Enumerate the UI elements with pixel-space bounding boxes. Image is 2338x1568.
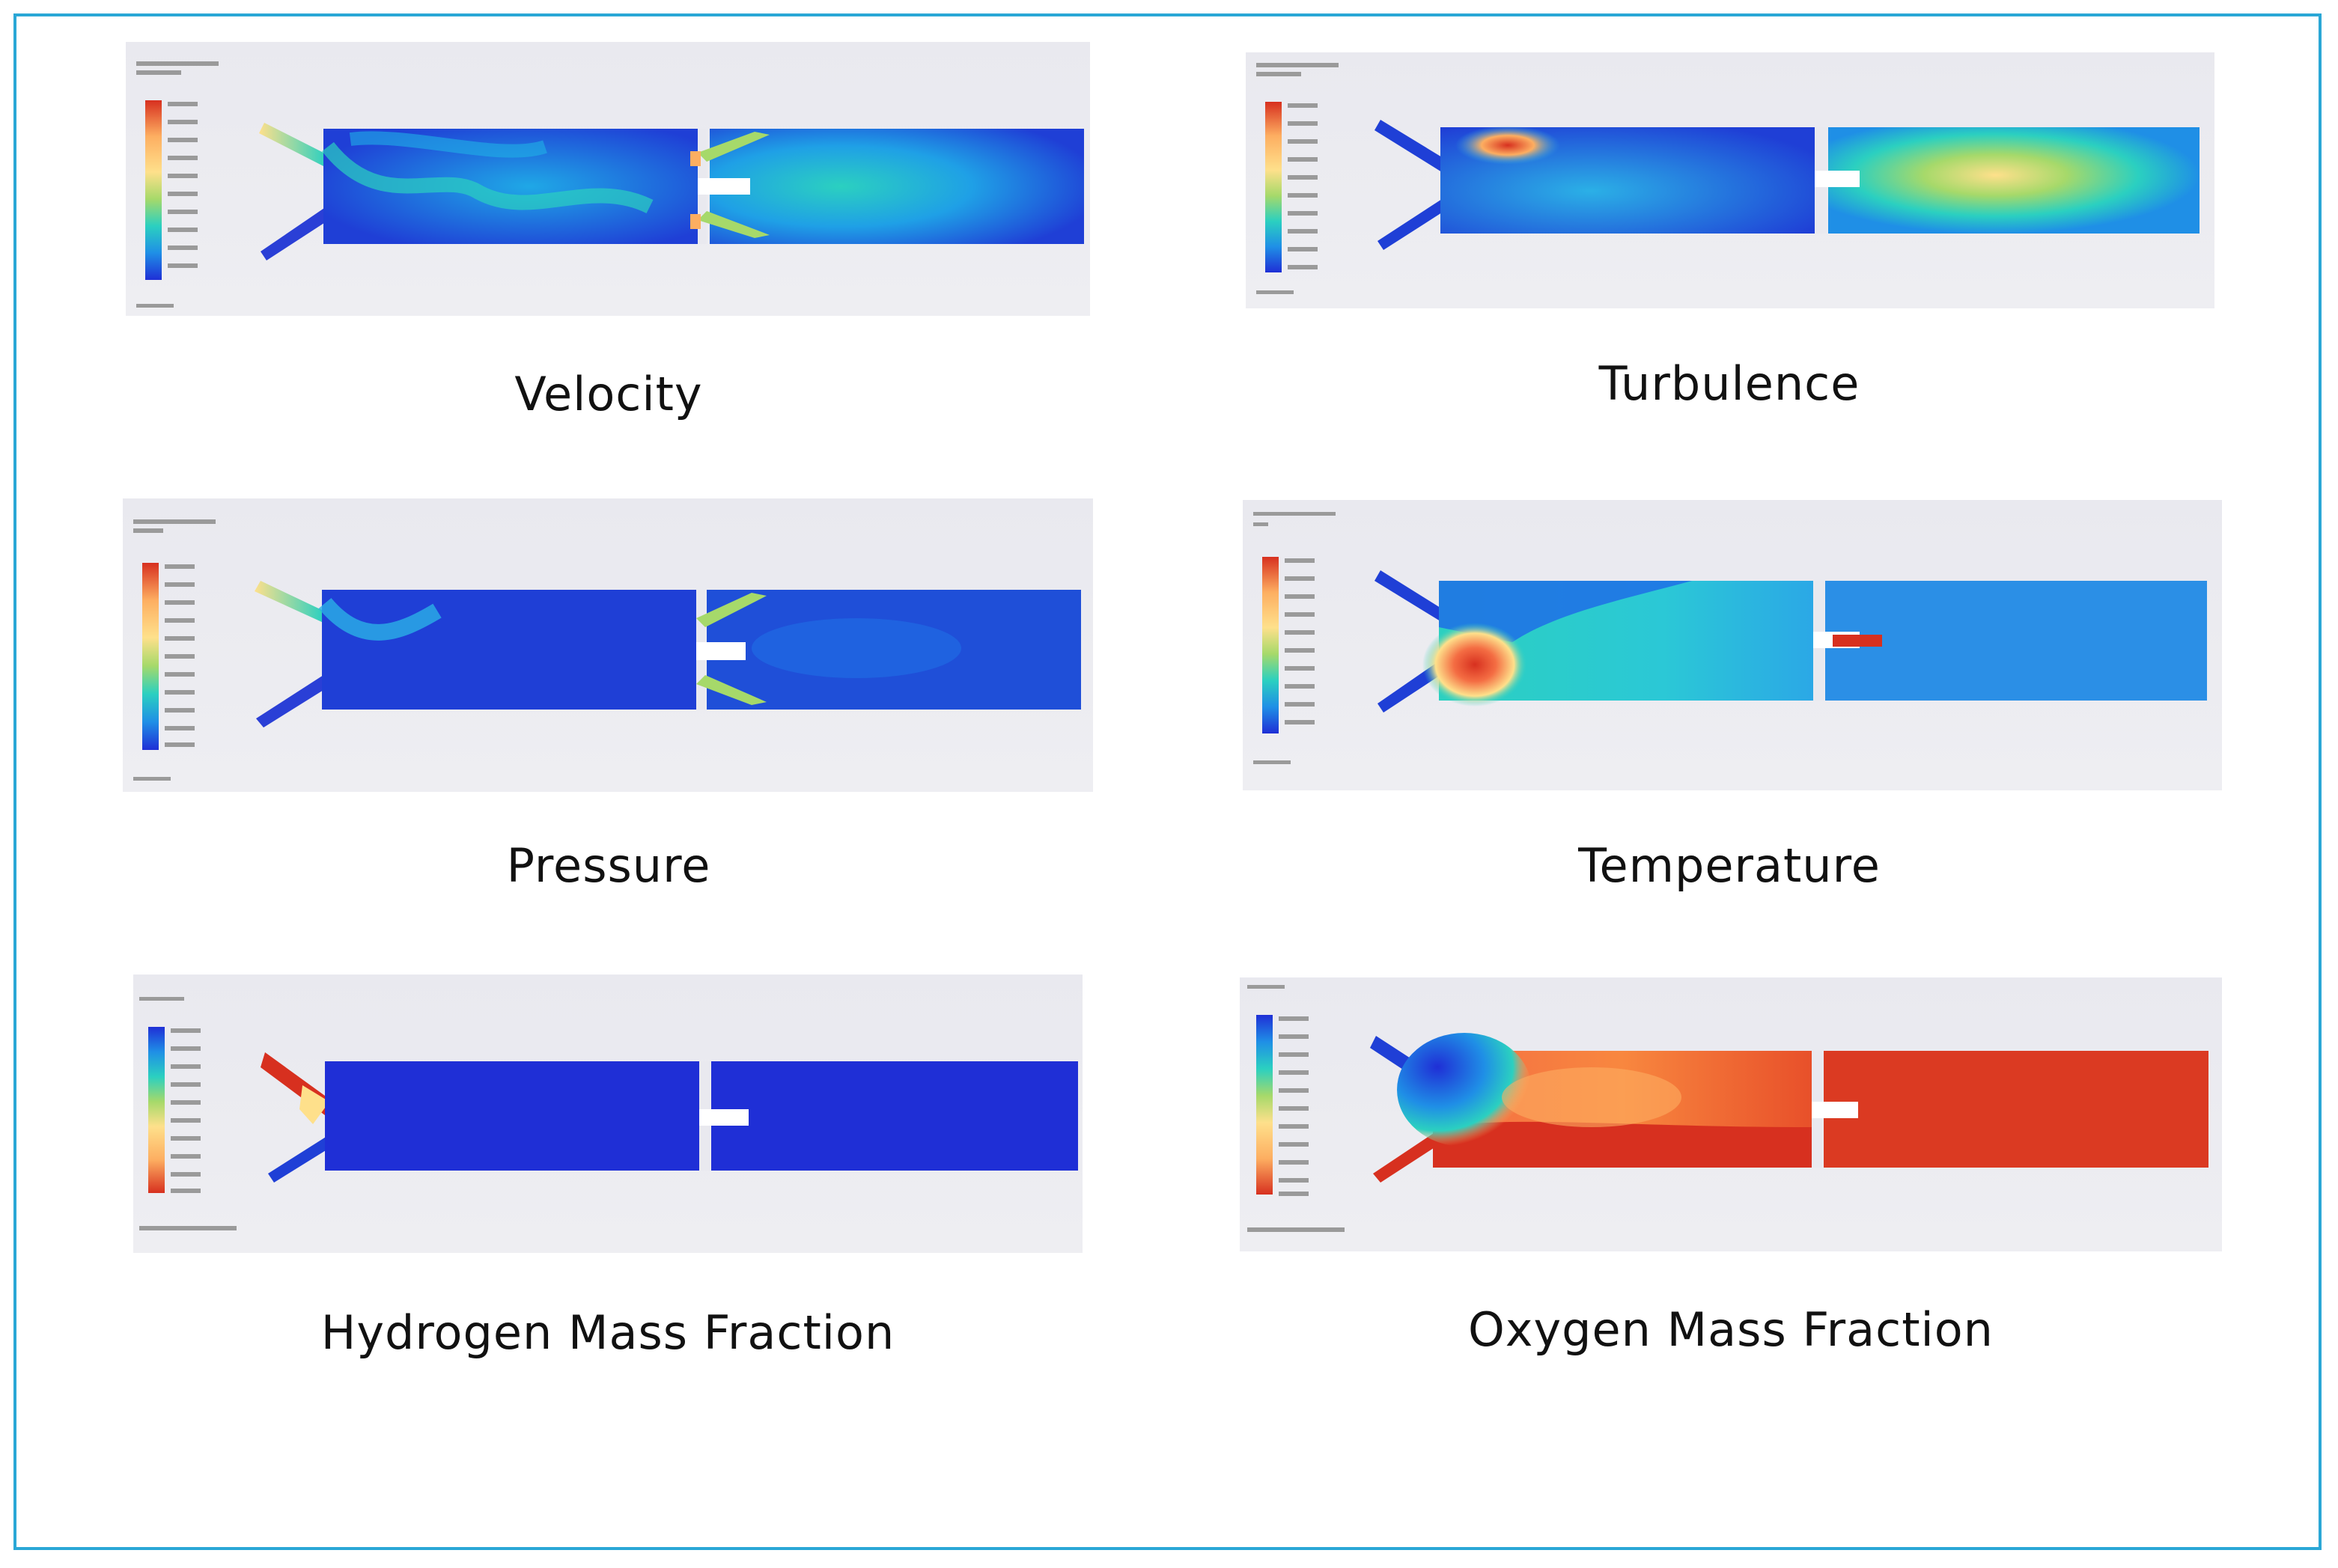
- chamber-right: [1825, 581, 2207, 701]
- legend-colorbar: [1253, 512, 1336, 764]
- caption-oxygen-mass-fraction: Oxygen Mass Fraction: [1468, 1302, 1994, 1357]
- caption-hydrogen-mass-fraction: Hydrogen Mass Fraction: [320, 1305, 895, 1360]
- chamber-right: [1828, 127, 2200, 234]
- oxygen-plot: [1247, 985, 2208, 1232]
- caption-velocity: Velocity: [514, 367, 703, 421]
- legend-colorbar: [133, 519, 216, 781]
- velocity-plot: [136, 61, 1084, 308]
- legend-colorbar: [1247, 985, 1345, 1232]
- contour-velocity: [126, 42, 1090, 316]
- pressure-plot: [133, 519, 1081, 781]
- hydrogen-plot: [139, 997, 1078, 1230]
- caption-pressure: Pressure: [506, 838, 711, 893]
- contour-pressure: [123, 498, 1093, 792]
- legend-colorbar: [139, 997, 237, 1230]
- turbulence-plot: [1256, 63, 2200, 294]
- contour-oxygen-mass-fraction: [1240, 977, 2222, 1251]
- legend-colorbar: [1256, 63, 1339, 294]
- caption-temperature: Temperature: [1578, 838, 1881, 893]
- contour-temperature: [1243, 500, 2222, 790]
- legend-colorbar: [136, 61, 219, 308]
- chamber-right: [711, 1061, 1078, 1171]
- chamber-right: [1824, 1051, 2208, 1168]
- inlet-upper: [259, 123, 326, 168]
- chamber-right: [710, 129, 1084, 244]
- inlet-lower: [261, 207, 326, 260]
- temperature-plot: [1253, 512, 2207, 764]
- chamber-left: [325, 1061, 699, 1171]
- figure-border: [13, 13, 2322, 1550]
- contour-hydrogen-mass-fraction: [133, 974, 1083, 1253]
- contour-turbulence: [1246, 52, 2214, 308]
- caption-turbulence: Turbulence: [1598, 356, 1860, 411]
- chamber-left: [322, 590, 696, 710]
